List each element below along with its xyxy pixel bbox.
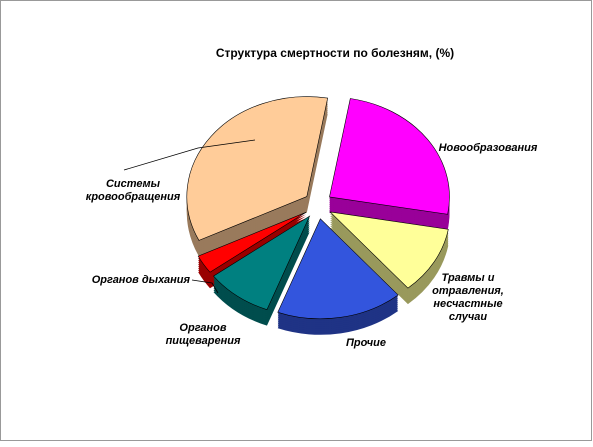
slice: [329, 98, 450, 215]
slice-label-line: Травмы и: [442, 272, 495, 284]
slice-label: Новообразования: [439, 142, 538, 154]
leader-line: [191, 279, 219, 294]
slice: [277, 218, 399, 320]
slice-label-line: Органов: [179, 322, 226, 334]
slice-label-line: пищеварения: [166, 335, 241, 347]
slice-label-line: случаи: [449, 311, 487, 323]
slice-label: Травмы и отравления, несчастные случаи: [432, 272, 504, 323]
slice-label: Прочие: [346, 337, 386, 349]
chart-title: Структура смертности по болезням, (%): [216, 46, 454, 60]
slice-label-line: Системы: [106, 178, 161, 190]
slice-label: Органов дыхания: [92, 274, 191, 286]
slice-label-line: отравления,: [432, 285, 504, 297]
leader-line: [123, 139, 256, 171]
slice: [329, 211, 449, 289]
slice: [186, 96, 329, 241]
slice-label: Системы кровообращения: [86, 178, 181, 203]
slice-label: Органов пищеварения: [166, 322, 241, 347]
slice-label-line: несчастные: [433, 298, 502, 310]
slice-label-line: Органов дыхания: [92, 274, 191, 286]
slice-label-line: Новообразования: [439, 142, 538, 154]
slice: [197, 212, 307, 273]
slice-label-line: Прочие: [346, 337, 386, 349]
slice: [213, 215, 311, 311]
slice-label-line: кровообращения: [86, 191, 181, 203]
